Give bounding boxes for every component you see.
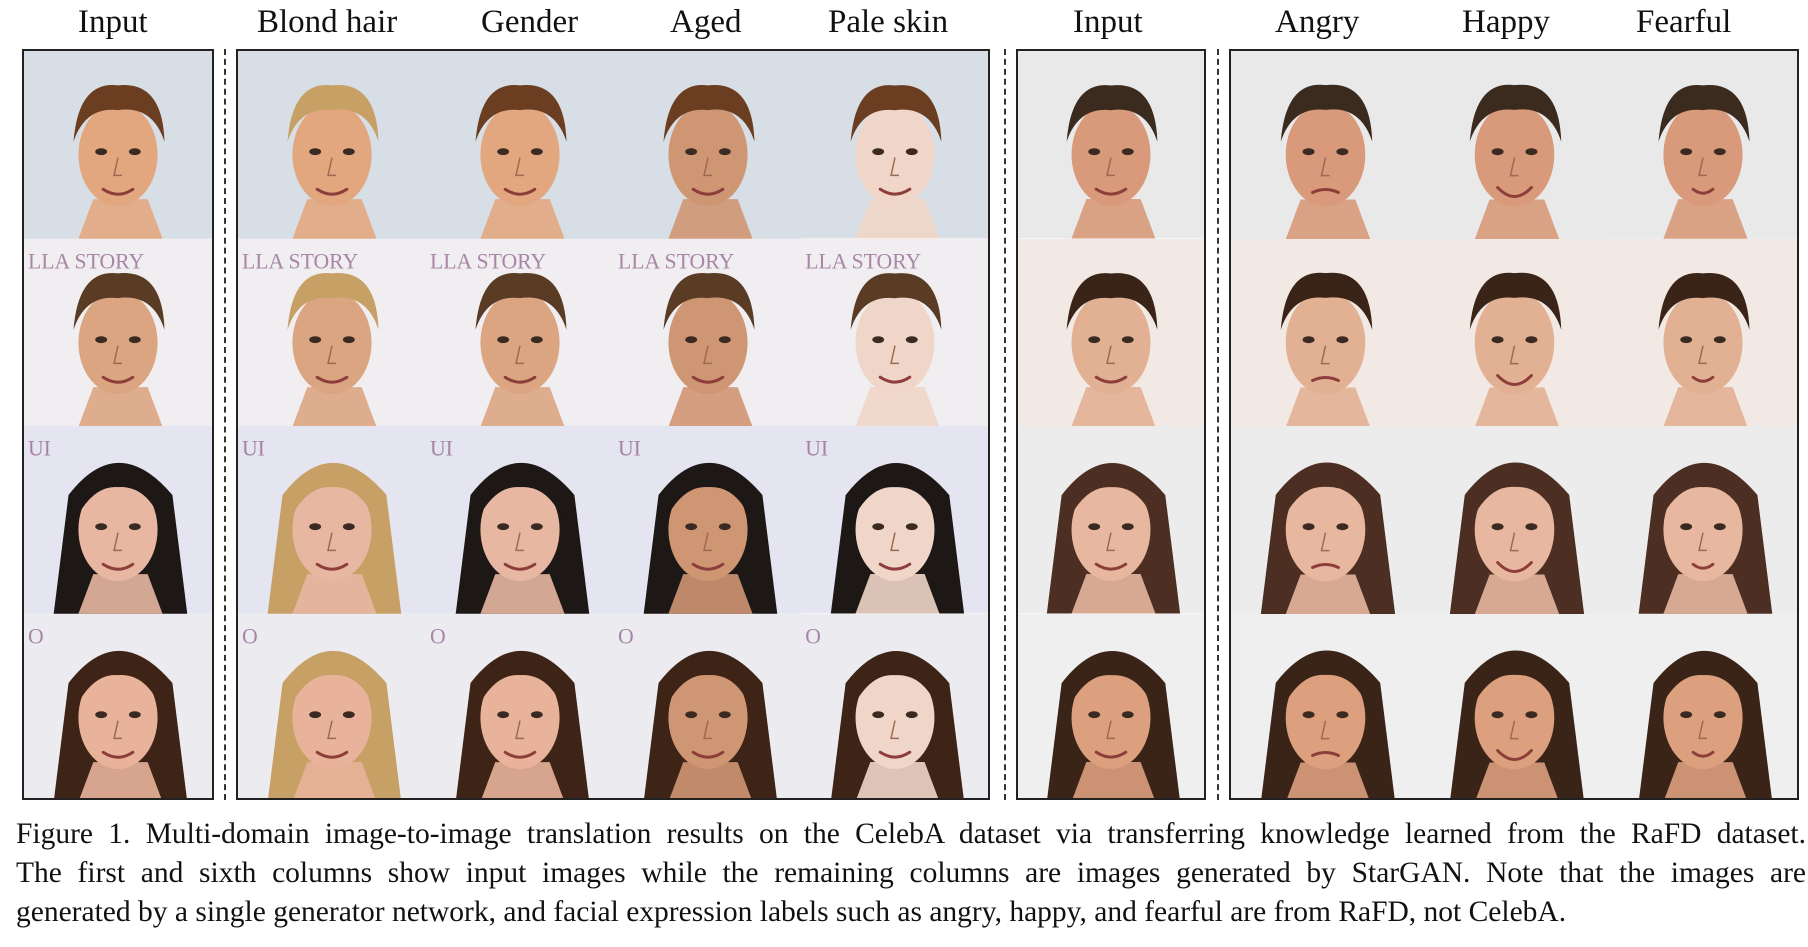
svg-text:LLA STORY: LLA STORY xyxy=(430,249,547,273)
caption-line-2: The first and sixth columns show input i… xyxy=(16,857,1806,889)
face-image xyxy=(1018,613,1204,798)
face-image xyxy=(1231,426,1420,614)
column-header-fearful: Fearful xyxy=(1636,4,1732,40)
svg-text:O: O xyxy=(805,624,821,648)
caption-line-3: generated by a single generator network,… xyxy=(16,896,1567,928)
dashed-separator-left xyxy=(224,49,226,800)
face-image xyxy=(1420,613,1609,798)
face-image xyxy=(1609,426,1797,614)
gender-column: LLA STORY UI O xyxy=(426,51,614,798)
svg-text:O: O xyxy=(430,624,446,648)
pale-skin-column: LLA STORY UI O xyxy=(802,51,988,798)
face-image: UI xyxy=(426,426,614,614)
face-image: LLA STORY xyxy=(802,238,988,426)
svg-text:UI: UI xyxy=(430,436,453,460)
face-image: O xyxy=(238,613,426,798)
figure-caption: Figure 1. Multi-domain image-to-image tr… xyxy=(16,815,1806,932)
svg-text:O: O xyxy=(242,624,258,648)
dashed-separator-middle xyxy=(1004,49,1006,800)
face-image xyxy=(1231,51,1420,239)
face-image: UI xyxy=(24,426,212,614)
column-header-input-rafd: Input xyxy=(1073,4,1143,40)
face-image xyxy=(1420,426,1609,614)
svg-text:UI: UI xyxy=(242,436,265,460)
face-image xyxy=(1018,51,1204,239)
dashed-separator-right xyxy=(1217,49,1219,800)
svg-text:LLA STORY: LLA STORY xyxy=(242,249,359,273)
face-image xyxy=(1609,51,1797,239)
svg-text:LLA STORY: LLA STORY xyxy=(618,249,735,273)
face-image xyxy=(1018,426,1204,614)
face-image xyxy=(1420,238,1609,426)
face-image: O xyxy=(802,613,988,798)
celeba-attribute-panel: LLA STORY UI O LLA STORY UI O LLA STORY UI O L… xyxy=(236,49,990,800)
svg-text:UI: UI xyxy=(805,437,828,461)
svg-text:LLA STORY: LLA STORY xyxy=(805,249,921,273)
face-image: LLA STORY xyxy=(614,238,802,426)
face-image xyxy=(1609,613,1797,798)
face-image: O xyxy=(426,613,614,798)
face-image xyxy=(1018,238,1204,426)
face-image: LLA STORY xyxy=(426,238,614,426)
face-image xyxy=(426,51,614,239)
face-image xyxy=(1231,238,1420,426)
fearful-column xyxy=(1609,51,1797,798)
face-image: LLA STORY xyxy=(24,238,212,426)
face-image: UI xyxy=(802,426,988,614)
face-image: O xyxy=(614,613,802,798)
face-image: LLA STORY xyxy=(238,238,426,426)
angry-column xyxy=(1231,51,1420,798)
celeba-input-column: LLA STORY UI O xyxy=(24,51,212,798)
column-header-input-celeba: Input xyxy=(78,4,148,40)
aged-column: LLA STORY UI O xyxy=(614,51,802,798)
svg-text:UI: UI xyxy=(618,436,641,460)
column-header-pale-skin: Pale skin xyxy=(828,4,949,40)
column-header-aged: Aged xyxy=(670,4,742,40)
face-image xyxy=(1420,51,1609,239)
face-image xyxy=(238,51,426,239)
celeba-input-panel: LLA STORY UI O xyxy=(22,49,214,800)
caption-line-1: Figure 1. Multi-domain image-to-image tr… xyxy=(16,818,1806,850)
face-image xyxy=(802,51,988,239)
rafd-input-panel xyxy=(1016,49,1206,800)
svg-text:UI: UI xyxy=(28,436,51,460)
column-header-blond-hair: Blond hair xyxy=(257,4,398,40)
happy-column xyxy=(1420,51,1609,798)
face-image xyxy=(1609,238,1797,426)
column-header-angry: Angry xyxy=(1275,4,1360,40)
blond-hair-column: LLA STORY UI O xyxy=(238,51,426,798)
face-image xyxy=(1231,613,1420,798)
column-header-happy: Happy xyxy=(1462,4,1550,40)
face-image: UI xyxy=(238,426,426,614)
rafd-input-column xyxy=(1018,51,1204,798)
face-image: O xyxy=(24,613,212,798)
face-image xyxy=(24,51,212,239)
svg-text:O: O xyxy=(618,624,634,648)
svg-text:LLA STORY: LLA STORY xyxy=(28,249,145,273)
face-image: UI xyxy=(614,426,802,614)
face-image xyxy=(614,51,802,239)
rafd-expression-panel xyxy=(1229,49,1799,800)
svg-text:O: O xyxy=(28,624,44,648)
column-header-gender: Gender xyxy=(481,4,579,40)
